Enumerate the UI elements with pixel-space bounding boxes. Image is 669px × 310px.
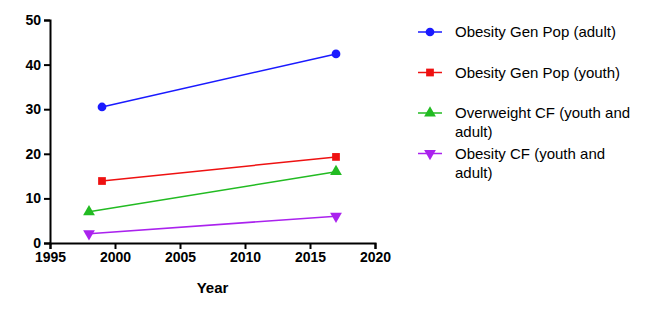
chart: 1995 2000 2005 2010 2015 2020 0 10 20 30 40 50 Year O… xyxy=(0,0,669,310)
tick: 2015 xyxy=(295,243,326,265)
tick: 40 xyxy=(25,57,50,73)
axis-line xyxy=(44,21,51,244)
legend-item: Overweight CF (youth andadult) xyxy=(418,104,630,140)
y-axis: 0 10 20 30 40 50 xyxy=(25,12,50,251)
tick: 2020 xyxy=(360,243,391,265)
series-marker xyxy=(98,103,107,112)
series-marker xyxy=(83,205,95,215)
x-axis: 1995 2000 2005 2010 2015 2020 xyxy=(35,243,391,265)
legend-symbol xyxy=(424,150,436,160)
series-line xyxy=(102,54,336,107)
tick-label: 30 xyxy=(25,101,41,117)
legend-item: Obesity CF (youth andadult) xyxy=(418,145,605,181)
tick-label: 2020 xyxy=(360,249,391,265)
tick-mark xyxy=(44,20,50,22)
tick: 0 xyxy=(33,235,50,251)
tick-label: 2015 xyxy=(295,249,326,265)
series-line xyxy=(89,172,336,212)
legend-label: Overweight CF (youth andadult) xyxy=(455,104,630,140)
series-marker xyxy=(332,153,340,161)
legend-symbol xyxy=(426,69,434,77)
series-marker xyxy=(330,213,342,223)
legend-symbol xyxy=(426,28,435,37)
tick: 2005 xyxy=(165,243,196,265)
series-line xyxy=(89,216,336,233)
legend-item: Obesity Gen Pop (adult) xyxy=(418,23,616,40)
tick-label: 2000 xyxy=(100,249,131,265)
legend-symbol xyxy=(424,106,436,116)
tick: 30 xyxy=(25,101,50,117)
tick-label: 20 xyxy=(25,146,41,162)
series-marker xyxy=(98,177,106,185)
legend: Obesity Gen Pop (adult) Obesity Gen Pop (… xyxy=(418,23,630,181)
plot: 1995 2000 2005 2010 2015 2020 0 10 20 30 40 50 Year xyxy=(25,12,391,296)
tick-label: 2005 xyxy=(165,249,196,265)
tick-mark xyxy=(44,109,50,111)
series-marker xyxy=(83,230,95,240)
legend-label: Obesity Gen Pop (youth) xyxy=(455,64,620,81)
tick: 50 xyxy=(25,12,50,28)
legend-item: Obesity Gen Pop (youth) xyxy=(418,64,620,81)
series-marker xyxy=(330,165,342,175)
tick-label: 0 xyxy=(33,235,41,251)
tick-label: 40 xyxy=(25,57,41,73)
tick: 20 xyxy=(25,146,50,162)
legend-label: Obesity CF (youth andadult) xyxy=(455,145,605,181)
tick: 10 xyxy=(25,190,50,206)
tick-mark xyxy=(44,243,50,245)
tick-label: 50 xyxy=(25,12,41,28)
legend-label: Obesity Gen Pop (adult) xyxy=(455,23,616,40)
tick: 2010 xyxy=(230,243,261,265)
series-marker xyxy=(332,50,341,59)
tick-label: 10 xyxy=(25,190,41,206)
tick-label: 2010 xyxy=(230,249,261,265)
marks xyxy=(83,50,342,241)
tick-label: 1995 xyxy=(35,249,66,265)
tick: 2000 xyxy=(100,243,131,265)
tick-mark xyxy=(44,153,50,155)
tick-mark xyxy=(44,64,50,66)
tick-mark xyxy=(44,198,50,200)
x-axis-title: Year xyxy=(197,279,229,296)
